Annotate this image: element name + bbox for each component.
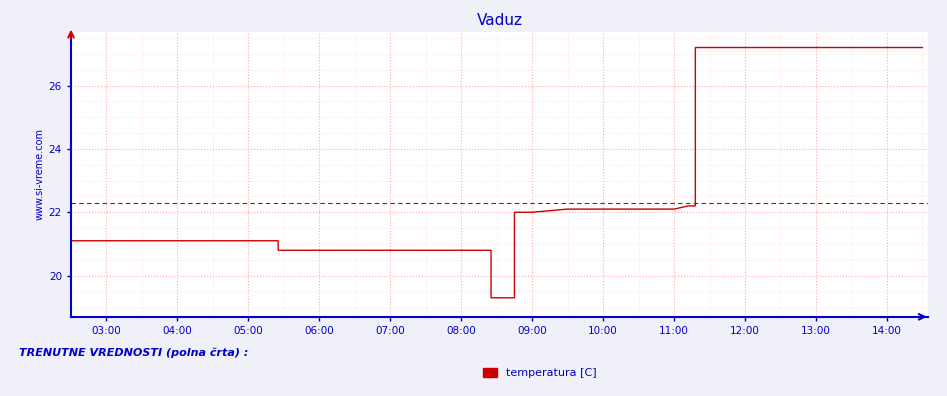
Title: Vaduz: Vaduz bbox=[476, 13, 523, 28]
Text: TRENUTNE VREDNOSTI (polna črta) :: TRENUTNE VREDNOSTI (polna črta) : bbox=[19, 348, 248, 358]
Legend: temperatura [C]: temperatura [C] bbox=[479, 363, 600, 383]
Y-axis label: www.si-vreme.com: www.si-vreme.com bbox=[35, 128, 45, 220]
